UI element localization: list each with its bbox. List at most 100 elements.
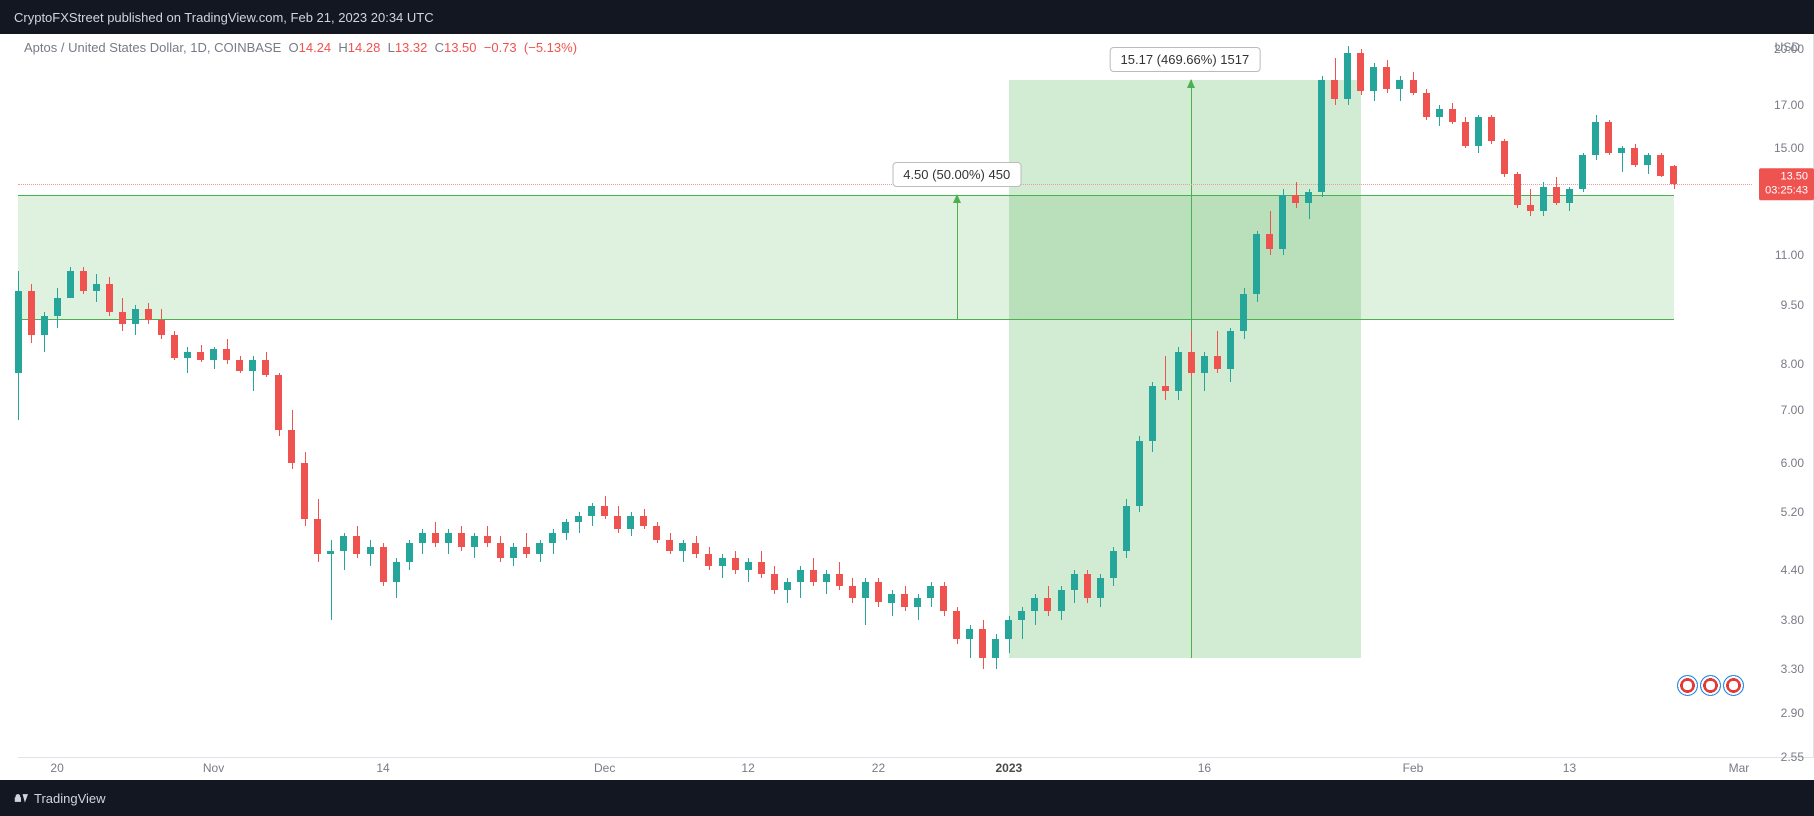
candle-wick (1165, 356, 1166, 401)
candle-body (914, 598, 921, 607)
candle-body (1149, 386, 1156, 441)
candle-body (784, 582, 791, 590)
candle-body (862, 582, 869, 599)
footer-text: TradingView (34, 791, 106, 806)
candle-body (875, 582, 882, 603)
candle-body (536, 543, 543, 554)
candle-body (1084, 574, 1091, 599)
y-tick-label: 3.80 (1781, 613, 1804, 627)
candle-body (1383, 67, 1390, 89)
candle-body (314, 519, 321, 554)
candle-body (471, 536, 478, 547)
candle-body (901, 594, 908, 607)
candle-body (745, 562, 752, 570)
candle-body (1227, 331, 1234, 368)
candle-body (758, 562, 765, 574)
candle-body (940, 586, 947, 611)
us-flag-icon[interactable] (1723, 675, 1744, 696)
candle-body (1058, 590, 1065, 611)
candle-body (223, 349, 230, 359)
y-tick-label: 17.00 (1774, 98, 1804, 112)
event-flags[interactable] (1677, 675, 1744, 696)
candle-body (1501, 141, 1508, 174)
symbol-legend: Aptos / United States Dollar, 1D, COINBA… (24, 40, 577, 55)
x-tick-label: 2023 (995, 761, 1022, 775)
candle-body (1123, 506, 1130, 551)
chart-plot[interactable]: Aptos / United States Dollar, 1D, COINBA… (18, 34, 1814, 758)
x-axis[interactable]: 20Nov14Dec1222202316Feb13Mar (18, 758, 1752, 780)
measure-box (1009, 80, 1361, 659)
candle-body (1475, 117, 1482, 145)
candle-body (732, 558, 739, 570)
candle-body (67, 271, 74, 298)
candle-body (510, 547, 517, 558)
candle-body (458, 533, 465, 547)
candle-body (640, 516, 647, 526)
candle-body (262, 360, 269, 375)
candle-body (327, 551, 334, 555)
tradingview-logo-icon (14, 791, 28, 805)
candle-body (1331, 80, 1338, 99)
candle-body (810, 570, 817, 582)
y-tick-label: 2.55 (1781, 750, 1804, 764)
support-zone (18, 195, 1674, 320)
candle-body (1318, 80, 1325, 192)
candle-body (106, 284, 113, 312)
interval: 1D (190, 40, 207, 55)
y-tick-label: 15.00 (1774, 141, 1804, 155)
measure-label: 15.17 (469.66%) 1517 (1110, 47, 1261, 72)
candle-body (1097, 578, 1104, 599)
candle-body (692, 543, 699, 554)
candle-body (1488, 117, 1495, 141)
candle-body (992, 639, 999, 659)
plot-border (18, 34, 1814, 758)
candle-body (119, 312, 126, 323)
measure-arrow (957, 195, 958, 320)
candle-body (1110, 551, 1117, 578)
candle-body (28, 291, 35, 335)
candle-body (1436, 109, 1443, 117)
candle-body (393, 562, 400, 582)
candle-body (406, 543, 413, 562)
y-tick-label: 6.00 (1781, 456, 1804, 470)
candle-body (523, 547, 530, 554)
candle-body (1344, 53, 1351, 99)
candle-body (197, 352, 204, 360)
candle-body (966, 629, 973, 638)
candle-body (80, 271, 87, 291)
candle-body (1018, 611, 1025, 620)
candle-body (1005, 620, 1012, 639)
us-flag-icon[interactable] (1700, 675, 1721, 696)
y-tick-label: 20.00 (1774, 42, 1804, 56)
measure-label: 4.50 (50.00%) 450 (892, 162, 1021, 187)
candle-body (419, 533, 426, 544)
candle-body (54, 298, 61, 316)
candle-body (158, 320, 165, 335)
us-flag-icon[interactable] (1677, 675, 1698, 696)
candle-body (41, 316, 48, 335)
candle-body (210, 349, 217, 359)
candle-body (1175, 352, 1182, 391)
candle-body (340, 536, 347, 550)
candle-body (1044, 598, 1051, 611)
candle-body (1370, 67, 1377, 91)
candle-body (836, 574, 843, 586)
candle-body (432, 533, 439, 544)
candle-body (236, 360, 243, 371)
candle-body (1462, 122, 1469, 146)
candle-body (171, 335, 178, 357)
candle-body (1136, 441, 1143, 506)
o-label: O (289, 40, 299, 55)
y-tick-label: 4.40 (1781, 563, 1804, 577)
candle-body (953, 611, 960, 639)
candle-body (1279, 195, 1286, 249)
candle-body (823, 574, 830, 582)
h-label: H (338, 40, 347, 55)
o-val: 14.24 (299, 40, 332, 55)
candle-body (1214, 356, 1221, 369)
candle-body (1553, 187, 1560, 203)
y-axis[interactable]: USD 20.0017.0015.0013.5011.009.508.007.0… (1752, 34, 1814, 758)
candle-body (797, 570, 804, 582)
candle-body (1253, 234, 1260, 295)
l-label: L (388, 40, 395, 55)
